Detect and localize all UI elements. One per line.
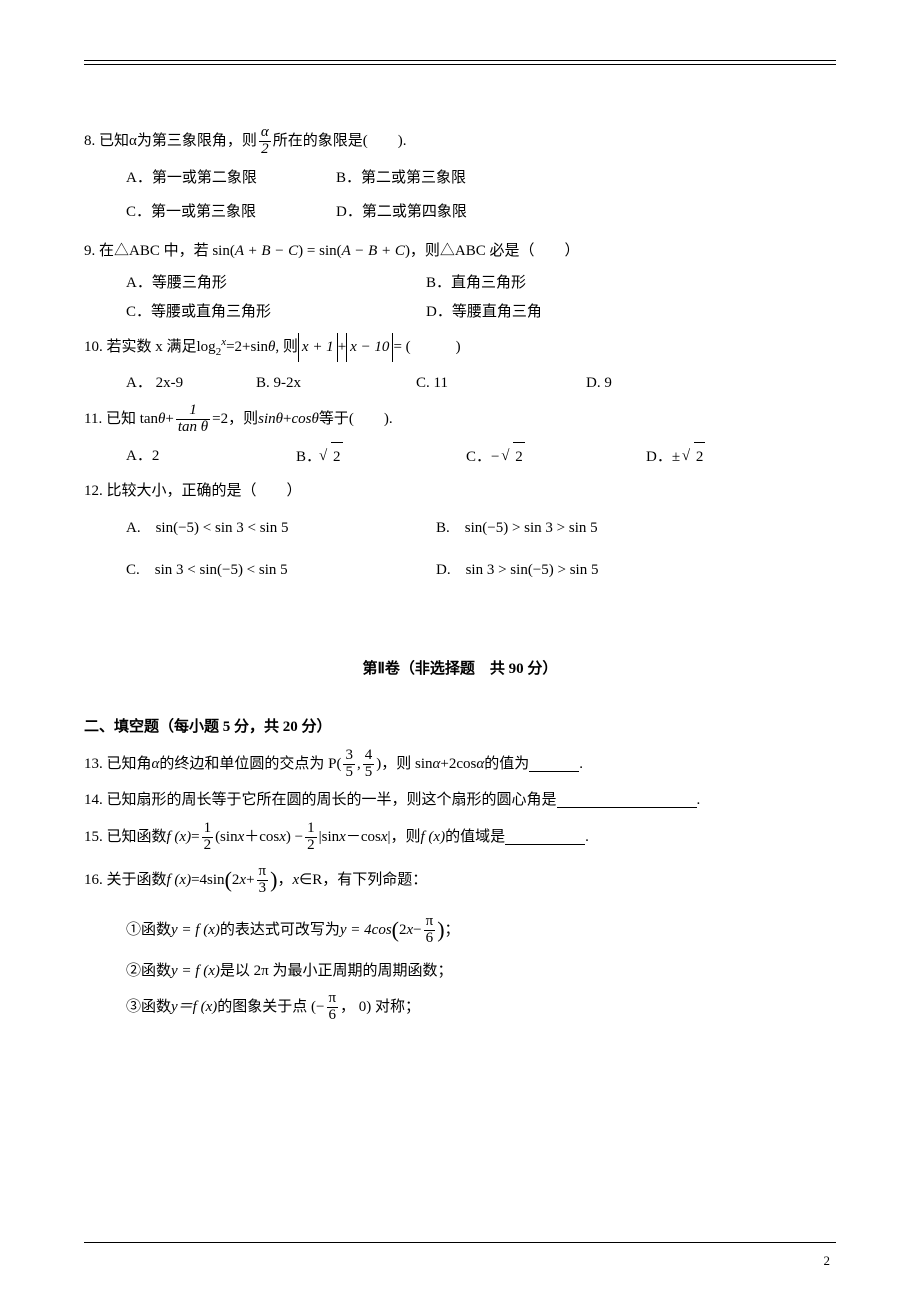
q9-stem-b: )，则△ABC 必是（ ） xyxy=(405,237,580,266)
q9-opt-a: A．等腰三角形 xyxy=(126,269,426,298)
q11-opt-a: A．2 xyxy=(126,442,296,472)
question-14: 14. 已知扇形的周长等于它所在圆的周长的一半，则这个扇形的圆心角是 . xyxy=(84,786,836,815)
question-10: 10. 若实数 x 满足 log2x =2+sin θ , 则 x + 1 + … xyxy=(84,332,836,397)
q8-opt-b: B．第二或第三象限 xyxy=(336,164,466,193)
section-2-title: 第Ⅱ卷（非选择题 共 90 分） xyxy=(84,655,836,684)
q9-opt-b: B．直角三角形 xyxy=(426,269,526,298)
q12-opt-d: D. sin 3 > sin(−5) > sin 5 xyxy=(436,556,598,585)
page: 8. 已知α为第三象限角，则 α2 所在的象限是( ). A．第一或第二象限 B… xyxy=(0,0,920,1303)
q10-stem-c: = ( ) xyxy=(393,333,460,362)
question-16: 16. 关于函数 f (x) =4sin ( 2x + π3 ) ， x ∈R，… xyxy=(84,859,836,1024)
section-2-subtitle: 二、填空题（每小题 5 分，共 20 分） xyxy=(84,713,836,742)
log-expr: log2x xyxy=(197,332,227,363)
q10-opt-c: C. 11 xyxy=(416,369,586,398)
blank-14 xyxy=(557,793,697,808)
question-11: 11. 已知 tan θ + 1tan θ =2，则 sinθ + cosθ 等… xyxy=(84,403,836,471)
q10-opt-a: A． 2x-9 xyxy=(126,369,256,398)
q12-opt-b: B. sin(−5) > sin 3 > sin 5 xyxy=(436,514,598,543)
q11-stem-a: 11. 已知 tan xyxy=(84,405,158,434)
content-body: 8. 已知α为第三象限角，则 α2 所在的象限是( ). A．第一或第二象限 B… xyxy=(84,125,836,1024)
question-9: 9. 在△ABC 中，若 sin( A + B − C ) = sin( A −… xyxy=(84,237,836,327)
q8-stem-a: 8. 已知α为第三象限角，则 xyxy=(84,127,257,156)
q9-stem-a: 9. 在△ABC 中，若 sin( xyxy=(84,237,235,266)
blank-13 xyxy=(529,757,579,772)
q8-opt-d: D．第二或第四象限 xyxy=(336,198,467,227)
q8-opt-a: A．第一或第二象限 xyxy=(126,164,336,193)
q10-opt-d: D. 9 xyxy=(586,369,612,398)
q11-stem-c: 等于( ). xyxy=(319,405,393,434)
question-15: 15. 已知函数 f (x) = 12 (sin x ＋cos x ) − 12… xyxy=(84,821,836,854)
q11-opt-b: B．2 xyxy=(296,442,466,472)
q8-stem-b: 所在的象限是( ). xyxy=(273,127,407,156)
q8-opt-c: C．第一或第三象限 xyxy=(126,198,336,227)
q10-opt-b: B. 9-2x xyxy=(256,369,416,398)
question-13: 13. 已知角 α 的终边和单位圆的交点为 P( 35 , 45 )，则 sin… xyxy=(84,748,836,781)
q10-stem-a: 10. 若实数 x 满足 xyxy=(84,333,197,362)
footer-rule xyxy=(84,1242,836,1243)
q9-opt-c: C．等腰或直角三角形 xyxy=(126,298,426,327)
q12-opt-c: C. sin 3 < sin(−5) < sin 5 xyxy=(126,556,436,585)
question-12: 12. 比较大小，正确的是（ ） A. sin(−5) < sin 3 < si… xyxy=(84,477,836,585)
q11-opt-c: C．− 2 xyxy=(466,442,646,472)
q11-opt-d: D．± 2 xyxy=(646,442,705,472)
q12-opt-a: A. sin(−5) < sin 3 < sin 5 xyxy=(126,514,436,543)
q12-stem: 12. 比较大小，正确的是（ ） xyxy=(84,477,836,506)
question-8: 8. 已知α为第三象限角，则 α2 所在的象限是( ). A．第一或第二象限 B… xyxy=(84,125,836,227)
header-rules xyxy=(84,60,836,65)
blank-15 xyxy=(505,830,585,845)
q9-opt-d: D．等腰直角三角 xyxy=(426,298,542,327)
page-number: 2 xyxy=(824,1253,831,1269)
